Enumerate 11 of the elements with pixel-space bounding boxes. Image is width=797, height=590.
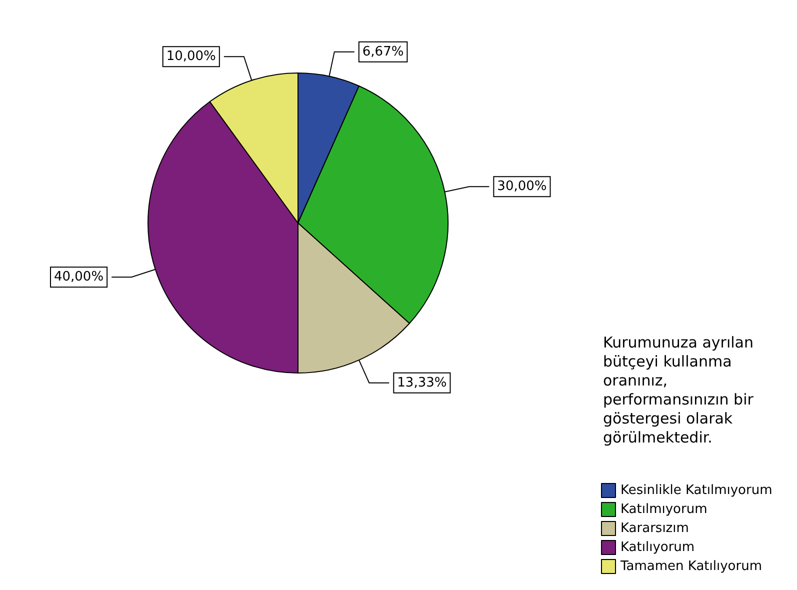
legend-label: Katılıyorum (620, 540, 695, 555)
data-label: 10,00% (166, 49, 216, 64)
legend-label: Katılmıyorum (620, 502, 708, 517)
data-label: 6,67% (362, 44, 404, 60)
legend-label: Kesinlikle Katılmıyorum (620, 483, 772, 498)
data-label: 30,00% (497, 179, 547, 194)
legend-label: Kararsızım (620, 521, 689, 536)
data-label: 40,00% (54, 270, 104, 285)
data-label: 13,33% (397, 375, 447, 390)
legend-label: Tamamen Katılıyorum (620, 559, 762, 574)
legend-title: Kurumunuza ayrılan bütçeyi kullanma oranınız, performansınızın bir göstergesi olarak görülmektedir. (603, 334, 758, 446)
